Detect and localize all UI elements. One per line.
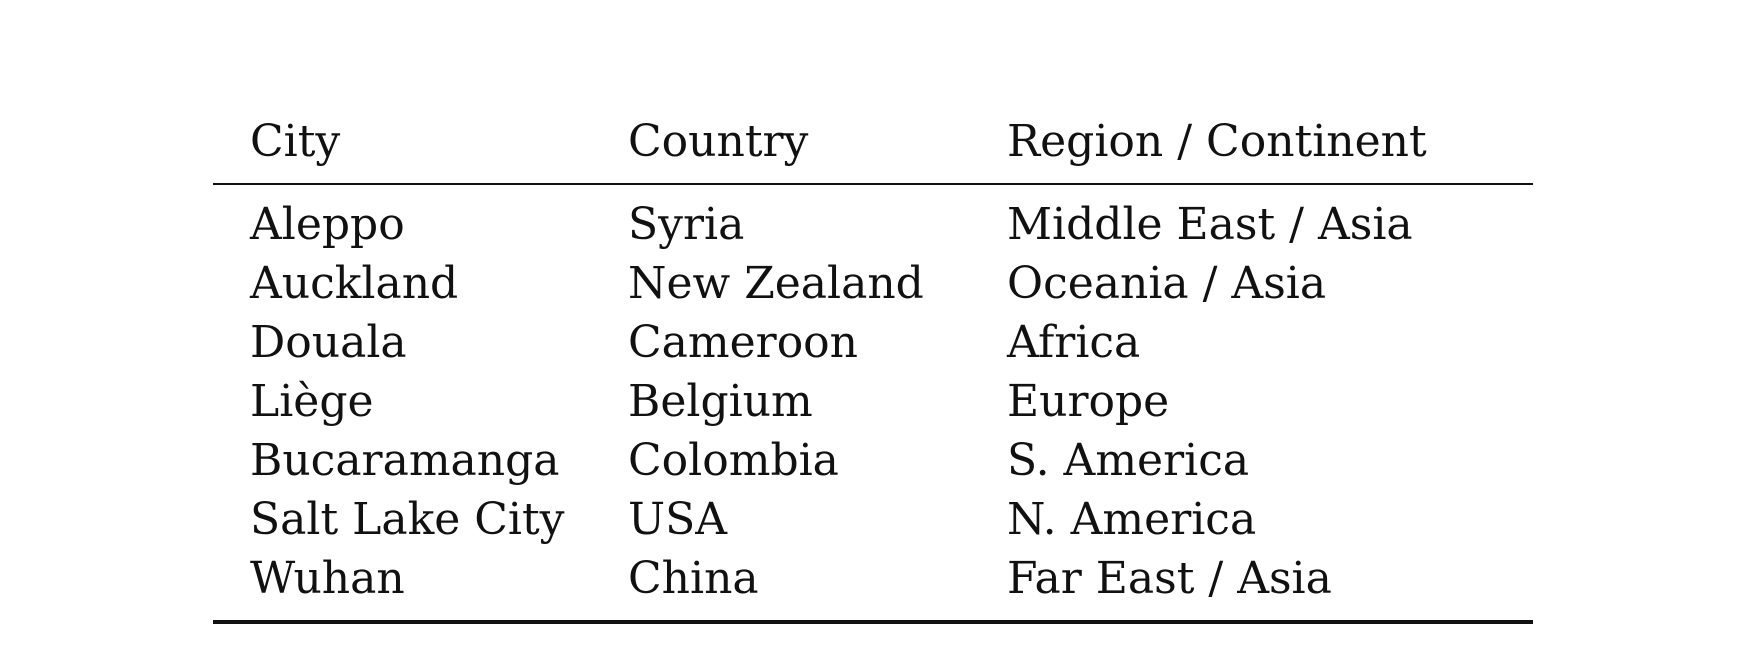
cell-country: Cameroon [628,317,859,368]
cell-region: N. America [1007,494,1257,545]
cell-city: Douala [250,317,407,368]
cell-country: Colombia [628,435,839,486]
column-header-city: City [250,116,341,167]
cell-city: Wuhan [250,553,405,604]
city-table: City Country Region / Continent Aleppo S… [213,100,1533,624]
table-header: City Country Region / Continent [213,100,1533,184]
cell-region: S. America [1007,435,1250,486]
table-row: Aleppo Syria Middle East / Asia [213,184,1533,254]
table-row: Salt Lake City USA N. America [213,490,1533,549]
table-row: Auckland New Zealand Oceania / Asia [213,254,1533,313]
column-header-region: Region / Continent [1007,116,1427,167]
cell-region: Africa [1007,317,1141,368]
cell-region: Middle East / Asia [1007,199,1413,250]
cell-region: Europe [1007,376,1170,427]
header-row: City Country Region / Continent [213,100,1533,184]
table-row: Douala Cameroon Africa [213,313,1533,372]
cell-city: Bucaramanga [250,435,560,486]
city-table-container: City Country Region / Continent Aleppo S… [213,100,1533,624]
cell-region: Oceania / Asia [1007,258,1327,309]
cell-city: Auckland [250,258,459,309]
cell-region: Far East / Asia [1007,553,1332,604]
column-header-country: Country [628,116,809,167]
table-body: Aleppo Syria Middle East / Asia Auckland… [213,184,1533,622]
table-row: Liège Belgium Europe [213,372,1533,431]
cell-city: Aleppo [250,199,405,250]
cell-city: Liège [250,376,374,427]
table-row: Wuhan China Far East / Asia [213,549,1533,622]
cell-country: USA [628,494,727,545]
table-row: Bucaramanga Colombia S. America [213,431,1533,490]
cell-country: China [628,553,759,604]
cell-country: New Zealand [628,258,924,309]
cell-city: Salt Lake City [250,494,565,545]
cell-country: Syria [628,199,745,250]
cell-country: Belgium [628,376,813,427]
